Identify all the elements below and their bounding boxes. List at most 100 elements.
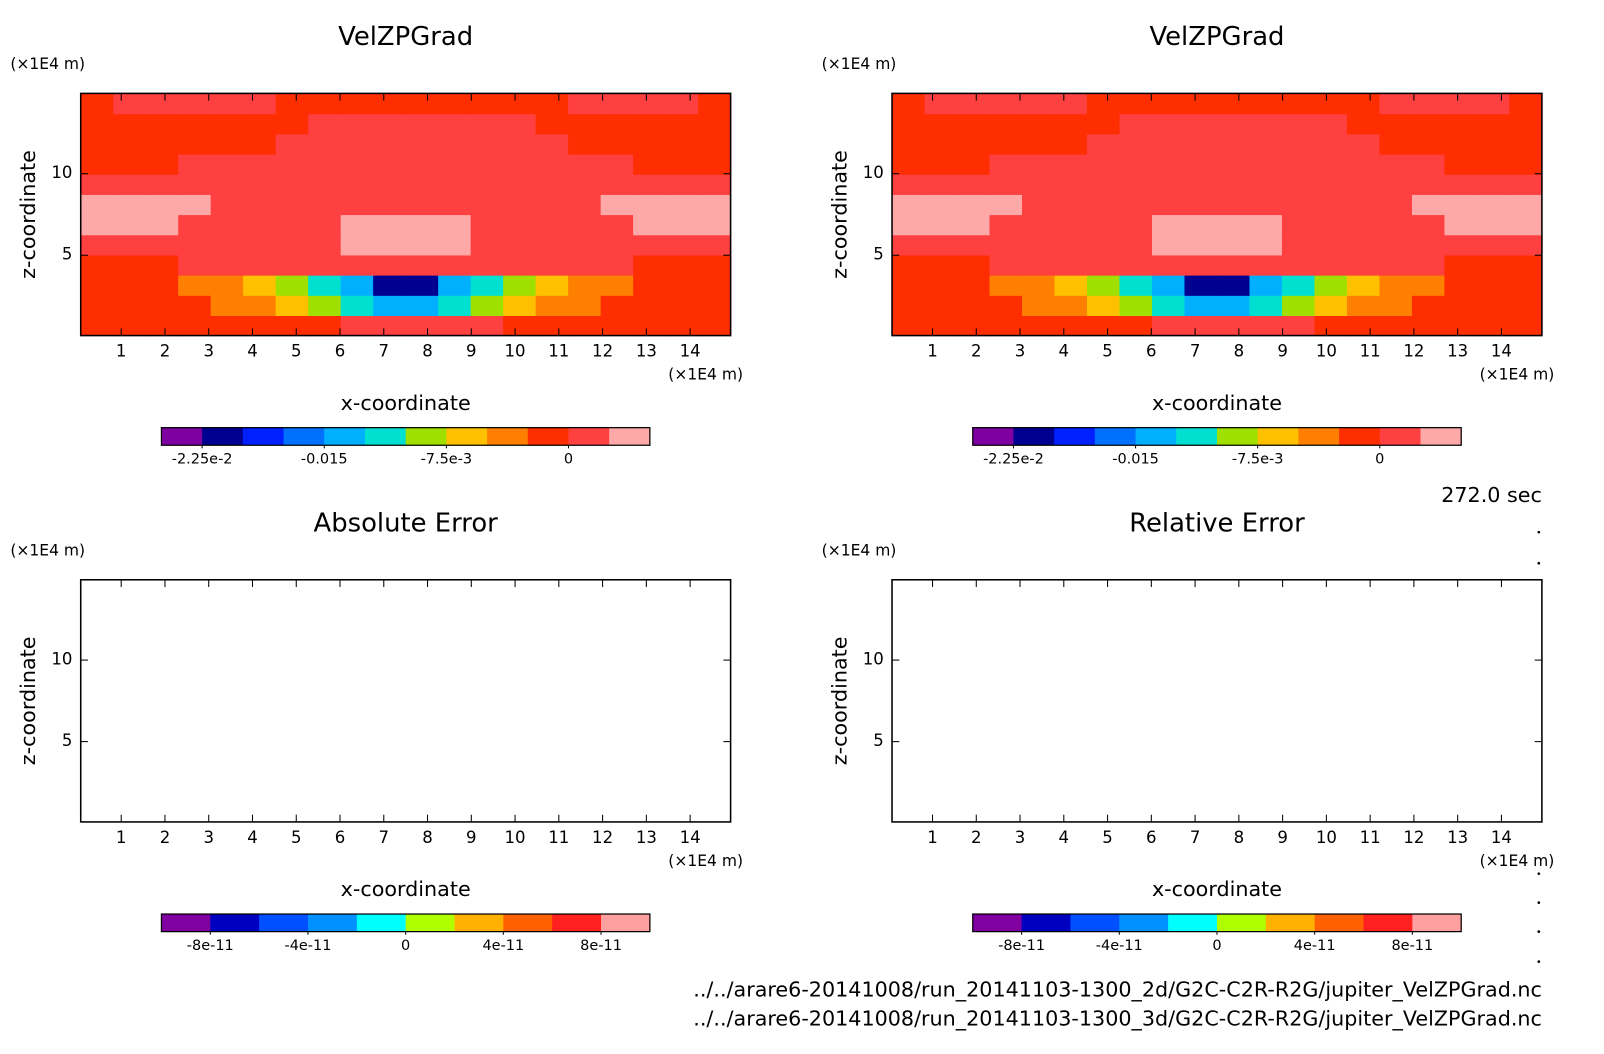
contour-cell [1411,295,1446,316]
contour-cell [1249,93,1283,115]
contour-cell [1216,275,1251,296]
contour-cell [1054,153,1088,175]
chart-title: VelZPGrad [1149,22,1284,52]
contour-cell [113,275,147,296]
contour-cell [178,234,212,256]
contour-cell [470,174,504,195]
y-unit: (×1E4 m) [10,541,85,559]
contour-cell [1509,275,1543,296]
contour-cell [633,174,667,195]
x-tick-label: 3 [203,828,214,847]
contour-cell [275,214,309,236]
contour-cell [1022,234,1056,256]
contour-cell [989,214,1023,236]
contour-cell [1281,214,1316,236]
y-tick-label: 10 [863,650,884,669]
contour-cell [503,194,537,216]
contour-cell [1119,295,1153,316]
contour-cell [405,113,439,135]
chart-title: VelZPGrad [338,22,473,52]
contour-cell [1249,153,1283,175]
contour-cell [989,275,1023,296]
progress-dots [1537,530,1541,963]
contour-cell [1379,315,1413,337]
contour-cell [503,295,537,316]
colorbar-tick-label: -8e-11 [998,938,1045,954]
contour-cell [1379,275,1413,296]
contour-cell [340,174,374,195]
contour-cell [1184,234,1218,256]
contour-cell [1314,214,1348,236]
contour-cell [1086,113,1121,135]
colorbar-segment [405,427,447,446]
contour-cell [1444,234,1478,256]
contour-cell [1444,113,1478,135]
contour-cell [438,153,472,175]
contour-cell [1411,174,1446,195]
contour-cell [438,275,472,296]
contour-cell [568,295,602,316]
contour-cell [1411,234,1446,256]
contour-cell [1346,275,1381,296]
contour-cell [373,153,407,175]
contour-cell [1411,194,1446,216]
contour-cell [1379,174,1413,195]
contour-cell [957,93,991,115]
contour-cell [1151,93,1186,115]
contour-cell [1314,113,1348,135]
x-tick-label: 8 [1234,342,1245,361]
contour-cell [1054,234,1088,256]
contour-cell [1184,113,1218,135]
contour-cell [1216,174,1251,195]
colorbar-segment [356,914,407,932]
contour-cell [1314,93,1348,115]
contour-cell [535,174,569,195]
contour-cell [275,133,309,155]
contour-cell [340,113,374,135]
x-tick-label: 13 [636,342,657,361]
x-tick-label: 6 [335,342,346,361]
contour-cell [1509,234,1543,256]
contour-cell [1411,315,1446,337]
contour-cell [470,194,504,216]
contour-cell [957,214,991,236]
x-tick-label: 8 [422,342,433,361]
contour-cell [438,174,472,195]
contour-cell [275,93,309,115]
contour-cell [924,174,958,195]
x-tick-label: 4 [1059,828,1070,847]
contour-cell [1281,133,1316,155]
x-unit: (×1E4 m) [668,365,743,383]
colorbar-tick-label: -0.015 [1112,452,1159,468]
contour-cell [535,295,569,316]
contour-cell [373,315,407,337]
contour-cell [924,315,958,337]
contour-cell [1249,133,1283,155]
x-tick-label: 5 [1102,828,1113,847]
contour-cell [892,153,926,175]
contour-cell [1314,133,1348,155]
contour-cell [340,133,374,155]
contour-cell [438,254,472,276]
y-unit: (×1E4 m) [822,55,897,73]
y-tick-label: 5 [62,731,73,750]
x-tick-label: 11 [1360,342,1381,361]
contour-cell [1249,113,1283,135]
contour-cell [1346,174,1381,195]
contour-cell [1054,275,1088,296]
contour-cell [243,275,277,296]
contour-cell [1022,275,1056,296]
contour-cell [600,194,634,216]
x-tick-label: 11 [1360,828,1381,847]
contour-cell [275,113,309,135]
contour-cell [210,295,244,316]
contour-cell [470,295,504,316]
contour-cell [1346,214,1381,236]
contour-cell [275,315,309,337]
contour-cell [957,234,991,256]
colorbar-tick-label: 4e-11 [1294,938,1336,954]
colorbar-segment [1070,914,1120,932]
file-path: ../../arare6-20141008/run_20141103-1300_… [693,978,1542,1003]
colorbar-segment [1054,427,1096,446]
contour-cell [924,214,958,236]
